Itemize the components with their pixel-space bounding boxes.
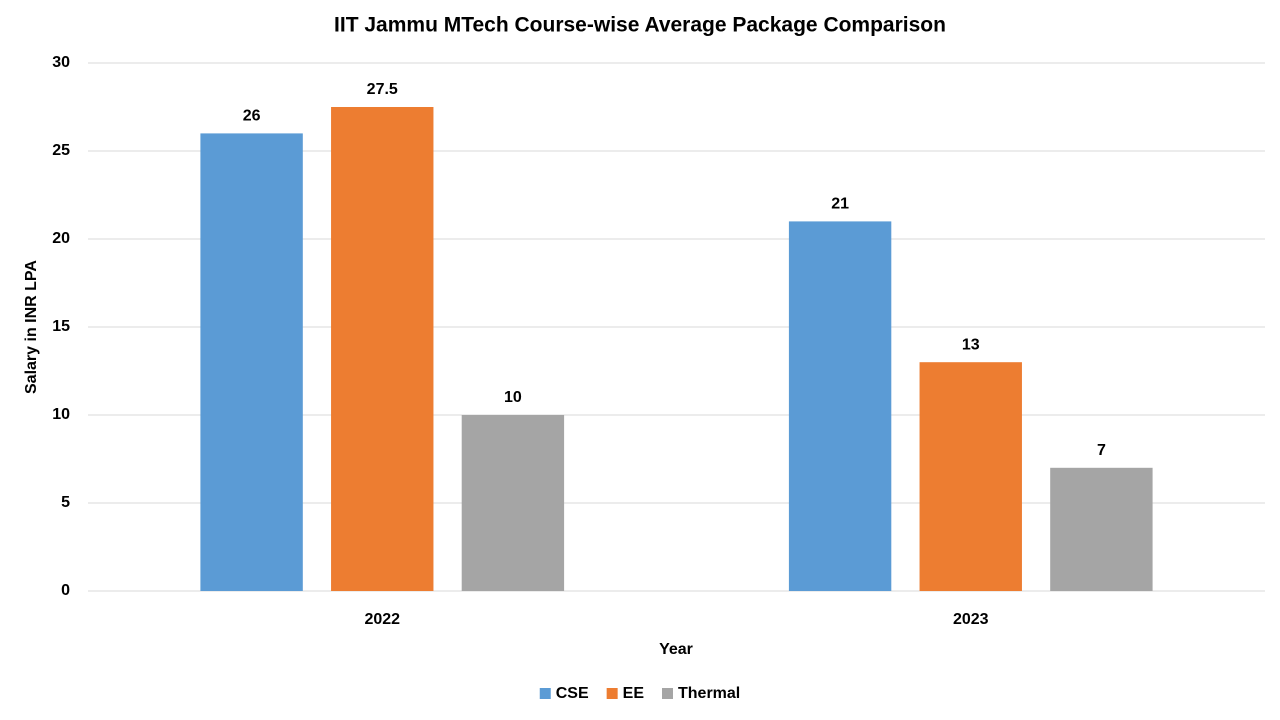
bar [461, 415, 565, 591]
data-label: 26 [243, 108, 261, 125]
bar [331, 107, 434, 591]
data-label: 13 [962, 336, 980, 353]
data-label: 21 [831, 196, 849, 213]
x-axis-title: Year [659, 641, 693, 658]
legend-label: Thermal [678, 685, 740, 702]
y-tick-label: 0 [61, 582, 70, 599]
y-axis-title: Salary in INR LPA [23, 260, 40, 394]
legend-label: CSE [556, 685, 589, 702]
bar [788, 221, 892, 591]
y-tick-label: 15 [52, 318, 70, 335]
x-tick-label: 2023 [953, 611, 989, 628]
y-tick-label: 5 [61, 494, 70, 511]
x-tick-label: 2022 [364, 611, 400, 628]
bar [200, 133, 303, 591]
legend-swatch [539, 688, 551, 699]
legend-swatch [662, 688, 673, 699]
legend-label: EE [623, 685, 645, 702]
bar [1050, 467, 1153, 591]
y-tick-label: 20 [52, 230, 70, 247]
y-tick-label: 30 [52, 54, 70, 71]
y-tick-label: 25 [52, 142, 70, 159]
data-label: 10 [504, 389, 522, 406]
y-tick-label: 10 [52, 406, 70, 423]
legend-swatch [606, 688, 618, 699]
chart-title: IIT Jammu MTech Course-wise Average Pack… [334, 14, 946, 37]
bar [919, 362, 1022, 591]
data-label: 7 [1097, 442, 1106, 459]
data-label: 27.5 [367, 81, 398, 98]
